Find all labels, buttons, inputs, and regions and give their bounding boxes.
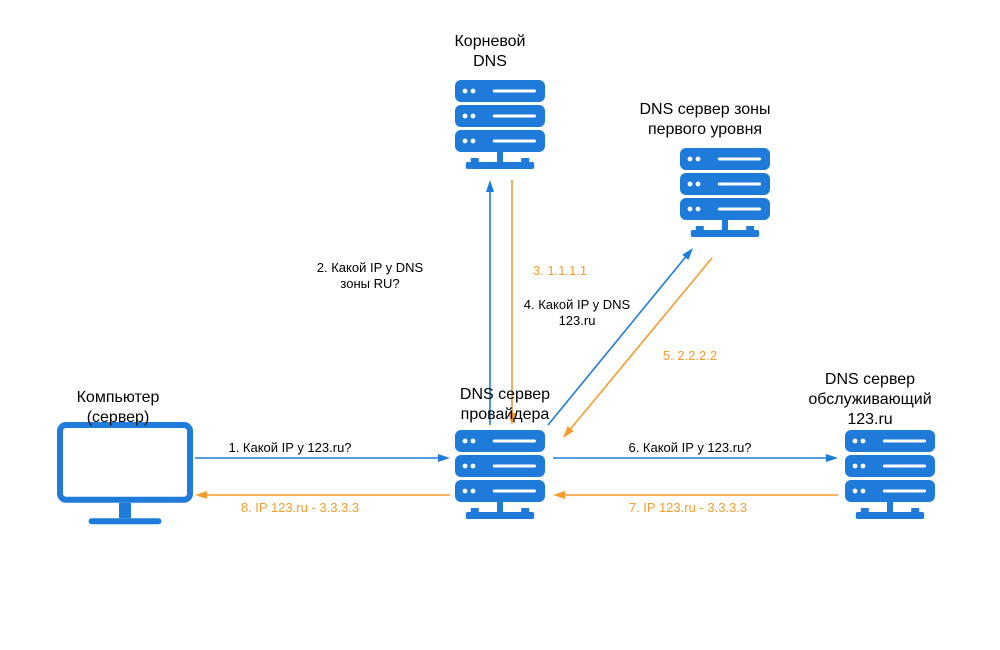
- client-monitor-icon: [60, 425, 190, 524]
- diagram-stage: Компьютер (сервер) DNS сервер провайдера К…: [0, 0, 1000, 650]
- provider-server-icon: [455, 430, 545, 519]
- root-title: Корневой DNS: [430, 32, 550, 72]
- auth-title: DNS сервер обслуживающий 123.ru: [790, 370, 950, 430]
- label-e8: 8. IP 123.ru - 3.3.3.3: [200, 500, 400, 516]
- root-server-icon: [455, 80, 545, 169]
- auth-server-icon: [845, 430, 935, 519]
- tld-server-icon: [680, 148, 770, 237]
- tld-title: DNS сервер зоны первого уровня: [615, 100, 795, 140]
- label-e2: 2. Какой IP у DNS зоны RU?: [285, 260, 455, 293]
- label-e6: 6. Какой IP у 123.ru?: [590, 440, 790, 456]
- provider-title: DNS сервер провайдера: [435, 385, 575, 425]
- label-e3: 3. 1.1.1.1: [515, 263, 605, 279]
- label-e7: 7. IP 123.ru - 3.3.3.3: [583, 500, 793, 516]
- label-e5: 5. 2.2.2.2: [645, 348, 735, 364]
- client-title: Компьютер (сервер): [58, 388, 178, 428]
- label-e1: 1. Какой IP у 123.ru?: [200, 440, 380, 456]
- arrow-e7: [553, 491, 838, 499]
- arrow-e8: [195, 491, 450, 499]
- label-e4: 4. Какой IP у DNS 123.ru: [497, 297, 657, 330]
